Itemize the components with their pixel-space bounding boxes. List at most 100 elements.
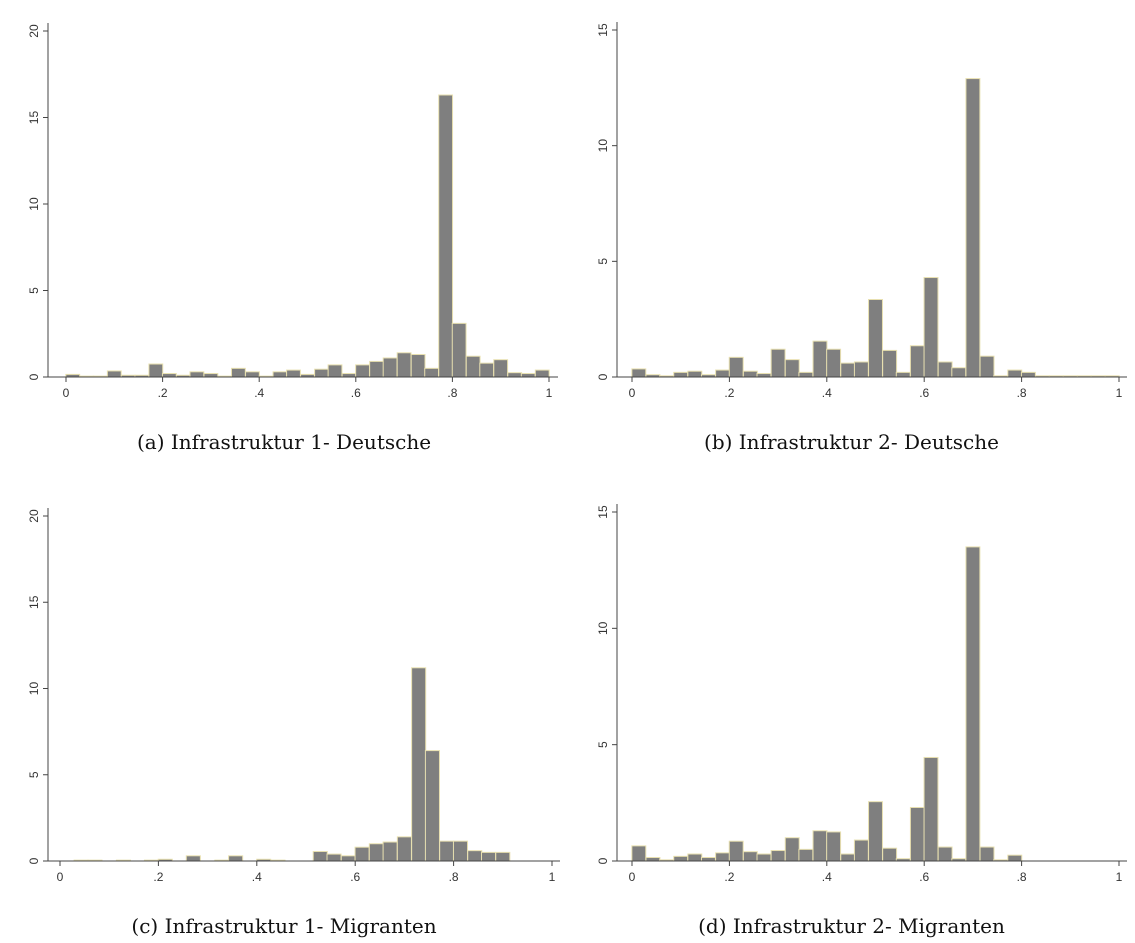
histogram-d-bar-20 [909,806,925,862]
histogram-d-bar-4 [687,853,703,862]
histogram-b-bar-8 [742,370,758,378]
histogram-c-bar-30 [481,851,497,862]
histogram-panel-b: 0 5 10 15 0 .2 .4 .6 .8 1 (b) Infrastruktur 2- De… [568,0,1135,470]
histogram-c-bar-20 [340,855,356,862]
histogram-b-x-tick-label-4: .8 [1017,386,1027,400]
histogram-a-x-tick-label-1: .2 [158,386,168,400]
histogram-a-bar-9 [189,371,205,378]
histogram-c-bar-21 [354,846,370,862]
histogram-d-bar-21 [923,756,939,862]
histogram-c-chart: 0 5 10 15 20 0 .2 .4 .6 .8 1 [27,508,560,884]
histogram-a-bar-12 [231,367,246,378]
histogram-b-bar-28 [1020,371,1036,378]
histogram-c-bar-24 [396,836,412,862]
histogram-d-x-tick-label-2: .4 [822,870,832,884]
histogram-a-bar-21 [355,364,370,378]
histogram-b-y-tick-label-3: 15 [596,23,610,37]
histogram-c-bar-28 [452,840,469,862]
histogram-c-bar-25 [411,667,427,862]
histogram-d-x-tick-label-5: 1 [1116,870,1123,884]
histogram-a-bar-27 [438,94,454,378]
histogram-a-bar-6 [148,363,164,378]
histogram-c-x-tick-label-4: .8 [449,870,459,884]
histogram-d-bar-10 [770,850,786,862]
histogram-c-bar-27 [439,840,455,862]
histogram-a-x-tick-label-2: .4 [254,386,264,400]
histogram-a-bar-3 [106,370,122,378]
histogram-a-chart: 0 5 10 15 20 0 .2 .4 .6 .8 1 [27,23,558,400]
caption-b: (b) Infrastruktur 2- Deutsche [704,430,999,454]
histogram-b-y-tick-label-2: 10 [596,139,610,153]
histogram-c-y-tick-label-1: 5 [27,771,41,778]
histogram-d-bar-6 [715,852,731,862]
histogram-c-bar-19 [326,853,342,862]
histogram-b-bar-6 [715,369,731,378]
histogram-b-bar-15 [840,362,856,378]
histogram-d-bar-0 [631,845,647,862]
histogram-d-bar-16 [853,839,869,862]
histogram-a-bar-23 [382,357,398,378]
histogram-b-bar-3 [673,371,689,378]
histogram-panel-c: 0 5 10 15 20 0 .2 .4 .6 .8 1 (c) Infrastruktur 1- … [0,485,568,943]
histogram-a-bar-15 [272,371,288,378]
histogram-a-bar-20 [341,373,357,378]
histogram-b-y-tick-label-1: 5 [596,258,610,265]
caption-c: (c) Infrastruktur 1- Migranten [131,914,437,938]
histogram-d-bar-22 [937,846,953,862]
histogram-a-bar-28 [451,322,467,378]
histogram-a-bar-22 [369,360,384,378]
histogram-b-bar-13 [812,340,828,378]
histogram-d-bar-17 [868,801,883,862]
histogram-d-x-tick-label-3: .6 [919,870,929,884]
caption-d: (d) Infrastruktur 2- Migranten [698,914,1005,938]
histogram-b-x-tick-label-1: .2 [724,386,734,400]
histogram-c-y-tick-label-2: 10 [27,682,41,696]
histogram-b-bar-4 [687,370,703,378]
histogram-a-bar-10 [203,373,219,378]
histogram-d-bar-14 [826,831,842,862]
histogram-a-x-tick-label-3: .6 [351,386,361,400]
histogram-a-bar-29 [465,355,481,378]
histogram-b-y-tick-label-0: 0 [596,373,610,380]
histogram-a-bar-18 [314,368,329,378]
histogram-b-bar-9 [756,373,772,378]
histogram-a-y-tick-label-3: 15 [27,111,41,125]
histogram-b-bar-10 [770,348,786,378]
histogram-c-x-tick-label-5: 1 [549,870,556,884]
histogram-b-x-tick-label-2: .4 [822,386,832,400]
histogram-a-x-tick-label-0: 0 [63,386,70,400]
histogram-c-bar-29 [467,850,483,862]
histogram-d-bar-1 [645,857,661,862]
histogram-c-x-tick-label-3: .6 [350,870,360,884]
histogram-c-x-tick-label-1: .2 [153,870,163,884]
histogram-a-bar-7 [161,373,177,378]
histogram-d-y-tick-label-1: 5 [596,741,610,748]
histogram-a-y-tick-label-4: 20 [27,24,41,38]
histogram-c-y-tick-label-4: 20 [27,509,41,523]
histogram-b-bar-12 [798,371,814,378]
histogram-a-y-tick-label-0: 0 [27,373,41,380]
histogram-b-bar-21 [923,277,939,378]
histogram-c-bar-12 [228,855,244,862]
histogram-d-bar-8 [742,851,758,862]
histogram-b-x-tick-label-5: 1 [1116,386,1123,400]
histogram-b-bar-24 [965,78,981,378]
histogram-d-bar-7 [728,840,744,862]
histogram-b-bar-23 [951,367,967,378]
histogram-d-x-tick-label-4: .8 [1017,870,1027,884]
histogram-c-bar-9 [185,855,201,862]
histogram-b-x-tick-label-0: 0 [629,386,636,400]
histogram-c-bar-31 [495,851,511,862]
histogram-b-bar-0 [631,368,647,378]
histogram-d-bar-27 [1007,854,1023,862]
histogram-d-x-tick-label-0: 0 [629,870,636,884]
histogram-a-bar-34 [534,369,550,378]
histogram-d-bar-5 [700,857,716,862]
caption-a: (a) Infrastruktur 1- Deutsche [136,430,432,454]
histogram-d-bar-3 [673,855,689,862]
histogram-b-bar-7 [728,356,744,378]
histogram-a-y-tick-label-2: 10 [27,197,41,211]
histogram-a-bar-24 [396,352,412,378]
histogram-panel-d: 0 5 10 15 0 .2 .4 .6 .8 1 (d) Infrastruktur 2- Mi… [568,485,1135,943]
histogram-b-bar-25 [979,355,995,378]
